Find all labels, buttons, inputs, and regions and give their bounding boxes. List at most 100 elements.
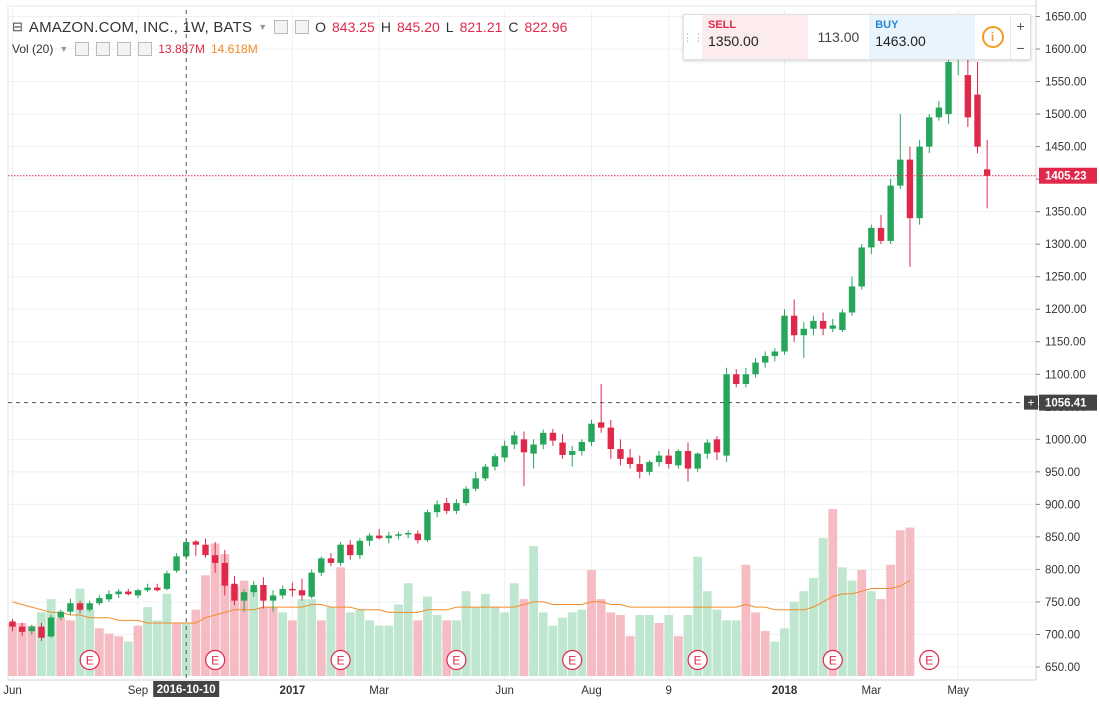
candle (327, 553, 335, 567)
visibility-icon[interactable] (274, 20, 289, 34)
candle (723, 367, 730, 463)
open-label: O (315, 19, 326, 35)
candle (617, 439, 624, 466)
price-axis[interactable]: 650.00 700.00 750.00 800.00 850.00 900.00 950.… (1024, 0, 1097, 680)
candle-body (47, 617, 55, 637)
buy-button[interactable]: BUY 1463.00 (869, 15, 975, 59)
candle (453, 499, 460, 515)
volume-bar (268, 607, 278, 676)
candle (588, 419, 595, 446)
time-tick-label: Jun (495, 685, 514, 697)
candle-body (18, 626, 26, 632)
candle-body (154, 587, 161, 591)
candle-body (105, 594, 113, 600)
volume-bar (760, 630, 770, 676)
volume-bar (316, 620, 326, 676)
last-price-tag[interactable] (1039, 167, 1097, 184)
chart-legend: ⊟ AMAZON.COM, INC., 1W, BATS ▼ O 843.25 H… (12, 16, 567, 60)
candle-body (819, 320, 827, 329)
candle (462, 486, 470, 506)
low-value: 821.21 (459, 19, 503, 35)
volume-bar (616, 615, 625, 676)
candle-body (665, 455, 672, 465)
volume-bar (838, 567, 847, 676)
volume-bar (905, 527, 915, 676)
volume-bar (673, 636, 683, 676)
close-value: 822.96 (524, 19, 568, 35)
volume-bar (374, 625, 384, 676)
volume-ma-line (12, 580, 911, 624)
candle-body (926, 117, 933, 147)
price-tick-label: 650.00 (1045, 662, 1080, 674)
earnings-marker[interactable]: E (446, 649, 467, 671)
candle (665, 449, 672, 469)
volume-bar (365, 620, 374, 676)
candle (125, 588, 132, 596)
volume-label[interactable]: Vol (20) (12, 42, 54, 56)
earnings-marker[interactable]: E (822, 649, 843, 671)
info-button[interactable]: i (975, 15, 1011, 59)
add-icon[interactable] (117, 42, 132, 56)
volume-bar (336, 567, 345, 676)
volume-bar (345, 612, 355, 676)
candle (694, 452, 701, 472)
volume-bar (731, 620, 741, 676)
volume-bar (172, 623, 181, 676)
price-tick-label: 1350.00 (1045, 207, 1087, 219)
symbol-title[interactable]: AMAZON.COM, INC., 1W, BATS (28, 18, 253, 36)
volume-bar (27, 625, 37, 676)
earnings-circle (687, 649, 708, 671)
chevron-down-icon[interactable]: ▼ (59, 44, 69, 54)
sell-button[interactable]: SELL 1350.00 (702, 15, 808, 59)
earnings-marker[interactable]: E (562, 649, 583, 671)
candle-body (9, 621, 16, 627)
volume-bar (567, 612, 577, 676)
settings-icon[interactable] (96, 42, 111, 56)
volume-bar (104, 633, 114, 676)
volume-bar (529, 546, 538, 676)
candle (433, 500, 441, 518)
candle (9, 618, 16, 632)
low-label: L (445, 19, 454, 35)
candle-body (723, 374, 730, 456)
candle-body (646, 462, 653, 472)
candle (38, 622, 45, 641)
earnings-marker[interactable]: E (205, 649, 226, 671)
earnings-marker[interactable]: E (79, 649, 100, 671)
add-alert-button[interactable] (1024, 395, 1038, 410)
volume-bar (461, 591, 471, 676)
candle (559, 434, 566, 459)
candle-body (887, 185, 894, 241)
quantity-stepper[interactable]: + − (1010, 15, 1030, 59)
volume-bar (789, 601, 799, 676)
sell-label: SELL (708, 19, 737, 31)
candle (926, 114, 933, 154)
volume-bar (471, 607, 481, 676)
candle (607, 419, 614, 459)
plus-icon[interactable]: + (1016, 18, 1025, 34)
candle (762, 351, 769, 368)
candlesticks (9, 36, 991, 641)
candle (877, 214, 885, 245)
earnings-marker[interactable]: E (687, 649, 708, 671)
time-axis[interactable]: Jun Sep 2017 Mar Jun Aug 9 2018 Mar May 2016-10-10 (3, 679, 1036, 697)
volume-bar (94, 628, 104, 676)
close-icon[interactable] (138, 42, 153, 56)
volume-bar (857, 570, 867, 676)
minus-icon[interactable]: − (1016, 40, 1025, 56)
visibility-icon[interactable] (75, 42, 90, 56)
drag-handle-icon[interactable]: ⋮⋮ (682, 31, 704, 44)
high-label: H (380, 19, 391, 35)
volume-bar (37, 612, 46, 676)
chevron-down-icon[interactable]: ▼ (258, 22, 268, 32)
candle (298, 578, 306, 601)
volume-bar (538, 612, 548, 676)
collapse-icon[interactable]: ⊟ (12, 19, 23, 34)
earnings-marker[interactable]: E (330, 649, 351, 671)
settings-icon[interactable] (295, 20, 310, 34)
candle (337, 542, 344, 567)
candle (414, 530, 421, 544)
earnings-marker[interactable]: E (919, 649, 940, 671)
